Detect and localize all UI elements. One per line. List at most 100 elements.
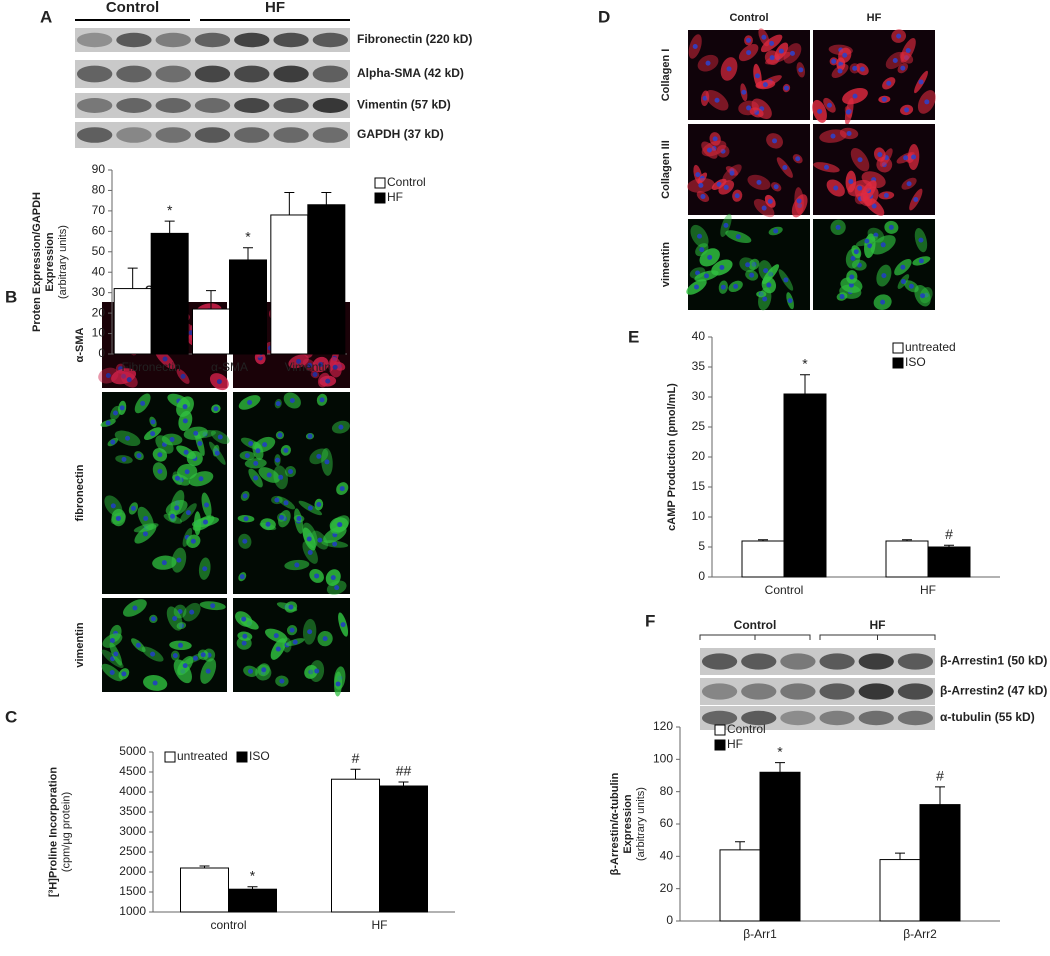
y-tick-label: 0 [666, 913, 673, 927]
column-label: HF [867, 12, 882, 24]
error-bar [321, 191, 332, 205]
error-bar [800, 374, 810, 394]
y-tick-label: 15 [692, 479, 706, 493]
y-tick-label: 60 [660, 816, 674, 830]
x-tick-label: HF [372, 918, 388, 932]
nucleus [773, 228, 779, 234]
y-tick-label: 80 [92, 183, 106, 197]
band-label: β-Arrestin2 (47 kD) [940, 684, 1047, 698]
legend-swatch [374, 177, 386, 189]
blot-band [819, 683, 855, 700]
nucleus [157, 452, 163, 458]
nucleus [705, 60, 711, 66]
nucleus [248, 441, 254, 447]
bar [331, 778, 380, 913]
nucleus [848, 282, 854, 288]
nucleus [746, 37, 752, 43]
legend-swatch [714, 739, 726, 751]
y-tick-label: 90 [92, 162, 106, 176]
nucleus [880, 299, 886, 305]
nucleus [255, 448, 261, 454]
bar [150, 232, 189, 355]
nucleus [332, 364, 338, 370]
significance-mark: * [245, 228, 251, 244]
nucleus [126, 377, 132, 383]
error-bar [895, 852, 905, 860]
nucleus [751, 261, 757, 267]
nucleus [904, 107, 910, 113]
nucleus [903, 155, 909, 161]
nucleus [798, 67, 804, 73]
nucleus [712, 136, 718, 142]
nucleus [795, 156, 801, 162]
blot-band [234, 98, 270, 113]
blot-band [858, 653, 894, 670]
nucleus [214, 450, 220, 456]
blot-band [312, 65, 349, 83]
nucleus [845, 109, 851, 115]
significance-mark: * [167, 202, 173, 218]
legend-swatch [714, 724, 726, 736]
nucleus [880, 242, 886, 248]
nucleus [125, 435, 131, 441]
blot-band [780, 710, 816, 726]
nucleus [182, 418, 188, 424]
nucleus [242, 493, 248, 499]
nucleus [150, 431, 156, 437]
nucleus [110, 439, 116, 445]
nucleus [762, 82, 768, 88]
nucleus [913, 197, 919, 203]
group-label: Control [106, 0, 159, 16]
nucleus [150, 616, 156, 622]
y-tick-label: 3000 [119, 824, 146, 838]
nucleus [723, 184, 729, 190]
legend-swatch [892, 342, 904, 354]
error-bar [284, 191, 295, 215]
nucleus [307, 549, 313, 555]
significance-mark: * [802, 356, 808, 372]
blot-band [701, 710, 738, 726]
y-tick-label: 0 [698, 569, 705, 583]
nucleus [182, 404, 188, 410]
nucleus [734, 193, 740, 199]
nucleus [288, 604, 294, 610]
nucleus [190, 538, 196, 544]
bar [879, 859, 921, 922]
nucleus [198, 476, 204, 482]
error-bar [206, 290, 216, 310]
nucleus [918, 258, 924, 264]
y-tick-label: 10 [692, 509, 706, 523]
nucleus [253, 475, 259, 481]
legend-swatch [236, 751, 248, 763]
nucleus [136, 453, 142, 459]
blot-band [273, 127, 309, 143]
y-tick-label: 2000 [119, 864, 146, 878]
nucleus [754, 73, 760, 79]
nucleus [706, 147, 712, 153]
nucleus [296, 358, 302, 364]
nucleus [307, 505, 313, 511]
nucleus [275, 646, 281, 652]
nucleus [335, 681, 341, 687]
bar [379, 785, 428, 913]
nucleus [767, 198, 773, 204]
nucleus [279, 678, 285, 684]
blot-band [194, 65, 231, 83]
nucleus [817, 108, 823, 114]
y-tick-label: 2500 [119, 844, 146, 858]
nucleus [278, 514, 284, 520]
y-tick-label: 80 [660, 784, 674, 798]
blot-band [273, 32, 309, 48]
significance-mark: # [936, 768, 944, 784]
nucleus [900, 65, 906, 71]
blot-band [194, 127, 231, 143]
blot-band [897, 653, 934, 670]
band-label: β-Arrestin1 (50 kD) [940, 654, 1047, 668]
blot-band [155, 32, 191, 48]
nucleus [900, 279, 906, 285]
row-label: vimentin [660, 242, 672, 288]
nucleus [203, 519, 209, 525]
nucleus [772, 138, 778, 144]
panel-label: E [628, 327, 639, 346]
nucleus [720, 284, 726, 290]
